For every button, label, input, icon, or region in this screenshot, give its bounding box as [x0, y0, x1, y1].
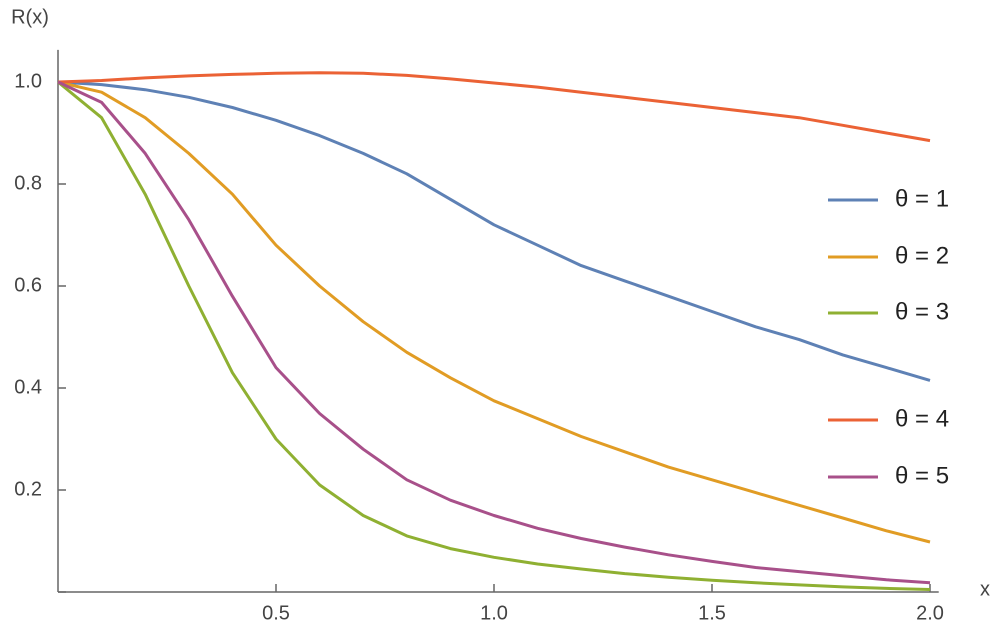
legend-label: θ = 5	[895, 462, 949, 489]
x-tick-label: 0.5	[262, 602, 290, 624]
y-tick-label: 0.8	[14, 172, 42, 194]
legend-label: θ = 2	[895, 242, 949, 269]
y-tick-label: 0.2	[14, 478, 42, 500]
x-axis-label: x	[980, 578, 990, 600]
line-series	[57, 80, 931, 591]
x-tick-label: 2.0	[916, 602, 944, 624]
legend-label: θ = 3	[895, 298, 949, 325]
line-series	[57, 71, 931, 143]
line-series	[57, 80, 931, 382]
line-series	[57, 80, 931, 544]
x-tick-label: 1.5	[698, 602, 726, 624]
legend-label: θ = 1	[895, 185, 949, 212]
y-axis-label: R(x)	[11, 6, 49, 28]
y-tick-label: 1.0	[14, 70, 42, 92]
y-tick-label: 0.4	[14, 376, 42, 398]
x-tick-label: 1.0	[480, 602, 508, 624]
y-tick-label: 0.6	[14, 274, 42, 296]
line-series	[57, 80, 931, 585]
legend-label: θ = 4	[895, 405, 949, 432]
